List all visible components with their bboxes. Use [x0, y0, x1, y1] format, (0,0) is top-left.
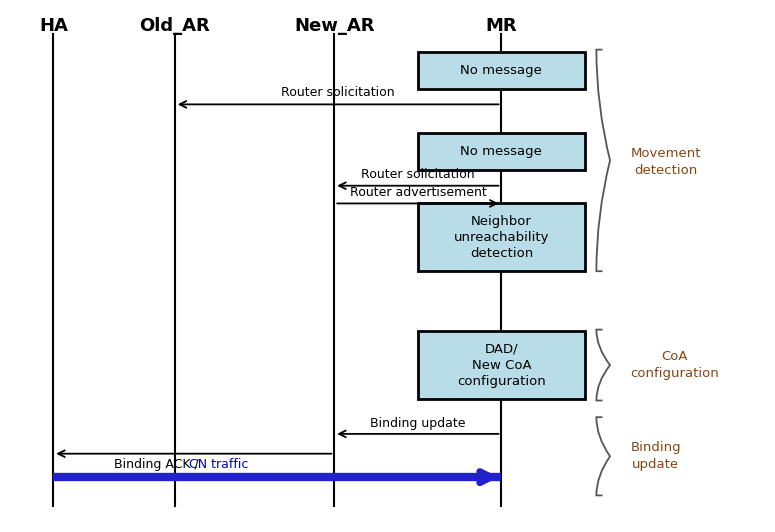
FancyBboxPatch shape [418, 52, 585, 89]
FancyBboxPatch shape [418, 133, 585, 170]
Text: No message: No message [460, 64, 542, 77]
Text: New_AR: New_AR [294, 17, 374, 35]
Text: Binding
update: Binding update [631, 442, 681, 471]
Text: CoA
configuration: CoA configuration [631, 350, 719, 380]
Text: Old_AR: Old_AR [140, 17, 210, 35]
Text: Neighbor
unreachability
detection: Neighbor unreachability detection [453, 215, 549, 260]
Text: Binding update: Binding update [370, 417, 466, 430]
Text: No message: No message [460, 145, 542, 158]
FancyBboxPatch shape [418, 203, 585, 271]
Text: Router advertisement: Router advertisement [350, 186, 486, 200]
Text: CN traffic: CN traffic [188, 458, 248, 471]
Text: Binding ACK /: Binding ACK / [114, 458, 203, 471]
Text: HA: HA [39, 17, 67, 35]
FancyBboxPatch shape [418, 331, 585, 399]
Text: Router solicitation: Router solicitation [361, 168, 475, 181]
Text: MR: MR [486, 17, 517, 35]
Text: Router solicitation: Router solicitation [281, 86, 395, 99]
Text: Movement
detection: Movement detection [631, 147, 701, 177]
Text: DAD/
New CoA
configuration: DAD/ New CoA configuration [457, 343, 546, 387]
